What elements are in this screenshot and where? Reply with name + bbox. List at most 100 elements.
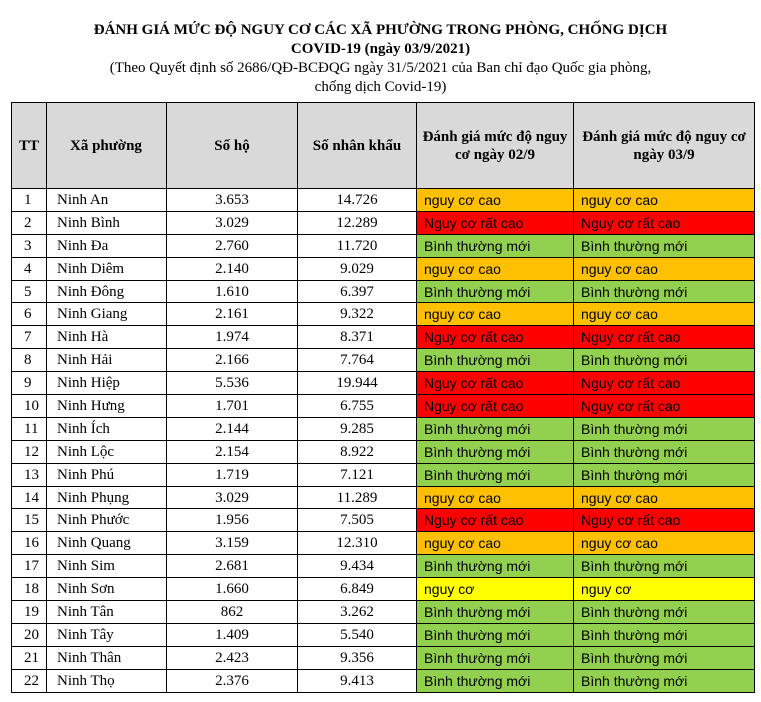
table-row: 3 Ninh Đa 2.760 11.720 Bình thường mới Bình t… bbox=[11, 233, 755, 258]
header-ward-name: Xã phường bbox=[46, 102, 167, 189]
cell-risk-0309: nguy cơ cao bbox=[573, 188, 755, 212]
table-row: 11 Ninh Ích 2.144 9.285 Bình thường mới Bình … bbox=[11, 416, 755, 441]
cell-risk-0309: Nguy cơ rất cao bbox=[573, 508, 755, 533]
cell-tt: 6 bbox=[11, 302, 47, 327]
cell-risk-0309: nguy cơ bbox=[573, 577, 755, 602]
cell-risk-0309: Nguy cơ rất cao bbox=[573, 394, 755, 418]
cell-ward-name: Ninh Hưng bbox=[46, 394, 167, 418]
cell-households: 1.701 bbox=[166, 394, 298, 418]
cell-risk-0309: Bình thường mới bbox=[573, 554, 755, 579]
cell-ward-name: Ninh Phụng bbox=[46, 485, 167, 510]
cell-risk-0309: nguy cơ cao bbox=[573, 302, 755, 327]
cell-ward-name: Ninh Sim bbox=[46, 554, 167, 579]
cell-tt: 10 bbox=[11, 394, 47, 418]
cell-risk-0309: Nguy cơ rất cao bbox=[573, 325, 755, 350]
risk-assessment-table: TT Xã phường Số hộ Số nhân khẩu Đánh giá… bbox=[11, 102, 755, 693]
table-row: 20 Ninh Tây 1.409 5.540 Bình thường mới Bình … bbox=[11, 622, 755, 647]
cell-households: 1.956 bbox=[166, 508, 298, 533]
cell-risk-0209: Bình thường mới bbox=[416, 645, 574, 670]
cell-population: 6.397 bbox=[297, 279, 417, 304]
cell-households: 1.974 bbox=[166, 325, 298, 350]
cell-population: 12.310 bbox=[297, 531, 417, 556]
document-header: ĐÁNH GIÁ MỨC ĐỘ NGUY CƠ CÁC XÃ PHƯỜNG TR… bbox=[0, 0, 761, 97]
cell-tt: 20 bbox=[11, 622, 47, 647]
cell-population: 9.029 bbox=[297, 256, 417, 281]
cell-households: 1.409 bbox=[166, 622, 298, 647]
cell-population: 8.922 bbox=[297, 439, 417, 464]
document-subtitle-line-2: chống dịch Covid-19) bbox=[314, 79, 447, 95]
header-households: Số hộ bbox=[166, 102, 298, 189]
cell-population: 9.434 bbox=[297, 554, 417, 579]
cell-ward-name: Ninh Thọ bbox=[46, 668, 167, 693]
cell-households: 2.760 bbox=[166, 233, 298, 258]
table-row: 1 Ninh An 3.653 14.726 nguy cơ cao nguy cơ ca… bbox=[11, 188, 755, 212]
cell-risk-0209: Nguy cơ rất cao bbox=[416, 508, 574, 533]
cell-risk-0309: Bình thường mới bbox=[573, 439, 755, 464]
cell-tt: 21 bbox=[11, 645, 47, 670]
cell-tt: 14 bbox=[11, 485, 47, 510]
cell-households: 1.719 bbox=[166, 462, 298, 487]
cell-ward-name: Ninh Tân bbox=[46, 600, 167, 624]
cell-risk-0309: Bình thường mới bbox=[573, 279, 755, 304]
cell-households: 3.029 bbox=[166, 210, 298, 235]
table-body: 1 Ninh An 3.653 14.726 nguy cơ cao nguy cơ ca… bbox=[11, 188, 755, 693]
cell-risk-0309: Bình thường mới bbox=[573, 622, 755, 647]
table-header-row: TT Xã phường Số hộ Số nhân khẩu Đánh giá… bbox=[11, 102, 755, 189]
cell-tt: 11 bbox=[11, 416, 47, 441]
cell-risk-0209: nguy cơ cao bbox=[416, 188, 574, 212]
cell-households: 2.423 bbox=[166, 645, 298, 670]
table-row: 6 Ninh Giang 2.161 9.322 nguy cơ cao nguy cơ … bbox=[11, 302, 755, 327]
cell-ward-name: Ninh Thân bbox=[46, 645, 167, 670]
cell-population: 14.726 bbox=[297, 188, 417, 212]
cell-households: 2.144 bbox=[166, 416, 298, 441]
cell-risk-0309: nguy cơ cao bbox=[573, 531, 755, 556]
table-row: 5 Ninh Đông 1.610 6.397 Bình thường mới Bình … bbox=[11, 279, 755, 304]
cell-ward-name: Ninh Tây bbox=[46, 622, 167, 647]
cell-risk-0309: Nguy cơ rất cao bbox=[573, 371, 755, 396]
table-row: 14 Ninh Phụng 3.029 11.289 nguy cơ cao nguy c… bbox=[11, 485, 755, 510]
cell-population: 9.413 bbox=[297, 668, 417, 693]
table-row: 16 Ninh Quang 3.159 12.310 nguy cơ cao nguy c… bbox=[11, 531, 755, 556]
cell-population: 7.764 bbox=[297, 348, 417, 373]
cell-risk-0209: nguy cơ cao bbox=[416, 256, 574, 281]
cell-ward-name: Ninh Hải bbox=[46, 348, 167, 373]
table-row: 21 Ninh Thân 2.423 9.356 Bình thường mới Bình… bbox=[11, 645, 755, 670]
cell-risk-0309: Bình thường mới bbox=[573, 233, 755, 258]
cell-risk-0209: Bình thường mới bbox=[416, 279, 574, 304]
cell-population: 11.720 bbox=[297, 233, 417, 258]
cell-population: 5.540 bbox=[297, 622, 417, 647]
cell-tt: 5 bbox=[11, 279, 47, 304]
cell-risk-0309: Bình thường mới bbox=[573, 645, 755, 670]
cell-risk-0209: Nguy cơ rất cao bbox=[416, 325, 574, 350]
cell-tt: 4 bbox=[11, 256, 47, 281]
cell-tt: 17 bbox=[11, 554, 47, 579]
document-subtitle-line-1: (Theo Quyết định số 2686/QĐ-BCĐQG ngày 3… bbox=[109, 60, 652, 76]
cell-population: 7.505 bbox=[297, 508, 417, 533]
cell-tt: 18 bbox=[11, 577, 47, 602]
cell-risk-0209: Nguy cơ rất cao bbox=[416, 210, 574, 235]
cell-risk-0209: nguy cơ bbox=[416, 577, 574, 602]
cell-tt: 22 bbox=[11, 668, 47, 693]
table-row: 15 Ninh Phước 1.956 7.505 Nguy cơ rất cao Ngu… bbox=[11, 508, 755, 533]
cell-population: 7.121 bbox=[297, 462, 417, 487]
cell-risk-0309: Nguy cơ rất cao bbox=[573, 210, 755, 235]
cell-tt: 9 bbox=[11, 371, 47, 396]
table-row: 4 Ninh Diêm 2.140 9.029 nguy cơ cao nguy cơ c… bbox=[11, 256, 755, 281]
cell-population: 6.849 bbox=[297, 577, 417, 602]
cell-risk-0209: Bình thường mới bbox=[416, 348, 574, 373]
cell-risk-0209: Bình thường mới bbox=[416, 233, 574, 258]
cell-ward-name: Ninh Phước bbox=[46, 508, 167, 533]
table-row: 17 Ninh Sim 2.681 9.434 Bình thường mới Bình … bbox=[11, 554, 755, 579]
cell-tt: 3 bbox=[11, 233, 47, 258]
cell-tt: 19 bbox=[11, 600, 47, 624]
cell-households: 3.159 bbox=[166, 531, 298, 556]
cell-ward-name: Ninh Hiệp bbox=[46, 371, 167, 396]
cell-tt: 1 bbox=[11, 188, 47, 212]
cell-tt: 13 bbox=[11, 462, 47, 487]
cell-ward-name: Ninh Phú bbox=[46, 462, 167, 487]
table-row: 13 Ninh Phú 1.719 7.121 Bình thường mới Bình … bbox=[11, 462, 755, 487]
cell-population: 19.944 bbox=[297, 371, 417, 396]
cell-population: 9.285 bbox=[297, 416, 417, 441]
cell-ward-name: Ninh An bbox=[46, 188, 167, 212]
cell-households: 2.154 bbox=[166, 439, 298, 464]
